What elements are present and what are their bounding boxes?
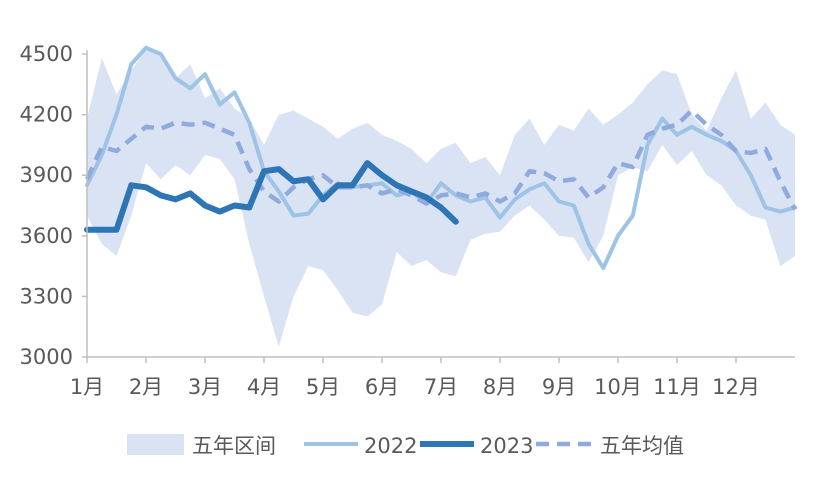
legend-label-five-year-average: 五年均值 <box>600 434 684 458</box>
y-tick-label: 3900 <box>20 163 73 187</box>
series-line-five-year-average <box>84 108 797 211</box>
legend-label-range-band: 五年区间 <box>192 434 276 458</box>
x-tick-label: 9月 <box>542 375 576 399</box>
x-tick-label: 2月 <box>129 375 163 399</box>
legend-swatch-range-band <box>127 434 184 455</box>
x-tick-label: 4月 <box>247 375 281 399</box>
x-tick-label: 7月 <box>424 375 458 399</box>
y-tick-label: 3300 <box>20 284 73 308</box>
x-tick-label: 8月 <box>483 375 517 399</box>
series-line-2023 <box>84 160 459 233</box>
y-tick-label: 3000 <box>20 345 73 369</box>
y-tick-label: 4200 <box>20 103 73 127</box>
x-tick-label: 5月 <box>306 375 340 399</box>
x-tick-label: 3月 <box>188 375 222 399</box>
y-tick-label: 4500 <box>20 42 73 66</box>
legend-label-2023: 2023 <box>480 434 533 458</box>
y-axis-ticks: 3000 3300 3600 3900 4200 4500 <box>20 42 87 369</box>
legend: 五年区间 2022 2023 五年均值 <box>127 434 684 458</box>
five-year-range-band <box>87 50 795 347</box>
x-tick-label: 12月 <box>712 375 760 399</box>
x-tick-label: 11月 <box>653 375 701 399</box>
series-lines <box>84 45 797 271</box>
series-line-2022 <box>85 45 797 271</box>
legend-label-2022: 2022 <box>364 434 417 458</box>
plot-area <box>84 45 797 347</box>
x-tick-label: 6月 <box>365 375 399 399</box>
x-tick-label: 1月 <box>70 375 104 399</box>
x-axis-ticks: 1月 2月 3月 4月 5月 6月 7月 8月 9月 10月 11月 12月 <box>70 357 760 399</box>
x-tick-label: 10月 <box>594 375 642 399</box>
y-tick-label: 3600 <box>20 224 73 248</box>
